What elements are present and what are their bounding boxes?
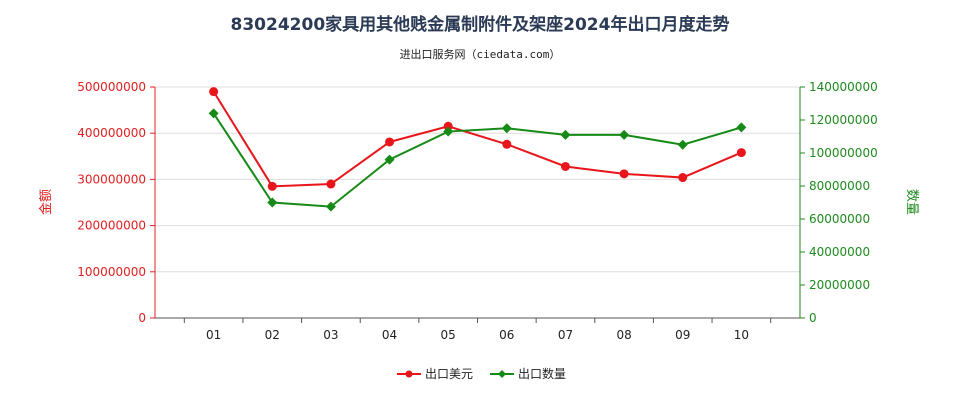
data-point: [619, 169, 629, 179]
x-tick-label: 04: [382, 328, 397, 342]
left-tick-label: 400000000: [77, 126, 146, 140]
left-tick-label: 300000000: [77, 172, 146, 186]
x-tick-label: 10: [734, 328, 749, 342]
data-point: [384, 154, 395, 165]
series-line-2: [212, 112, 742, 208]
legend-marker: [405, 370, 413, 378]
axes: [150, 86, 805, 323]
chart-subtitle: 进出口服务网（ciedata.com）: [399, 48, 561, 61]
data-point: [208, 108, 219, 119]
y-axis-title-left: 金额: [38, 189, 54, 215]
x-tick-label: 06: [499, 328, 514, 342]
chart-title: 83024200家具用其他贱金属制附件及架座2024年出口月度走势: [230, 15, 730, 35]
x-tick-label: 02: [265, 328, 280, 342]
left-tick-label: 0: [138, 311, 146, 325]
data-point: [267, 181, 277, 191]
x-tick-label: 08: [616, 328, 631, 342]
data-point: [736, 122, 747, 133]
y-axis-title-right: 数量: [904, 189, 919, 215]
right-tick-label: 120000000: [809, 113, 878, 127]
data-point: [326, 179, 336, 189]
grid-lines: [155, 86, 800, 273]
legend-label: 出口美元: [425, 367, 473, 381]
data-point: [385, 137, 395, 147]
right-tick-label: 100000000: [809, 146, 878, 160]
data-point: [736, 148, 746, 158]
right-tick-label: 0: [809, 311, 817, 325]
left-tick-label: 500000000: [77, 80, 146, 94]
legend-marker: [498, 370, 506, 378]
legend: 出口美元 出口数量: [397, 366, 566, 381]
right-tick-label: 40000000: [809, 245, 870, 259]
right-tick-label: 80000000: [809, 179, 870, 193]
x-tick-label: 05: [441, 328, 456, 342]
data-point: [677, 139, 688, 150]
data-point: [209, 87, 219, 97]
series-group: [208, 87, 747, 212]
data-point: [502, 139, 512, 149]
right-tick-label: 20000000: [809, 278, 870, 292]
legend-label: 出口数量: [518, 366, 566, 381]
data-point: [560, 161, 570, 171]
data-point: [443, 121, 453, 131]
x-tick-label: 07: [558, 328, 573, 342]
data-point: [678, 173, 688, 183]
x-tick-label: 03: [323, 328, 338, 342]
right-tick-label: 60000000: [809, 212, 870, 226]
data-point: [619, 129, 630, 140]
data-point: [443, 126, 454, 137]
data-point: [560, 129, 571, 140]
x-tick-label: 09: [675, 328, 690, 342]
right-tick-label: 140000000: [809, 80, 878, 94]
left-tick-label: 200000000: [77, 219, 146, 233]
data-point: [501, 123, 512, 134]
series-line-1: [212, 91, 742, 188]
tick-labels: 0100000000200000000300000000400000000500…: [77, 80, 877, 342]
data-point: [325, 201, 336, 212]
data-point: [267, 197, 278, 208]
left-tick-label: 100000000: [77, 265, 146, 279]
x-tick-label: 01: [206, 328, 221, 342]
